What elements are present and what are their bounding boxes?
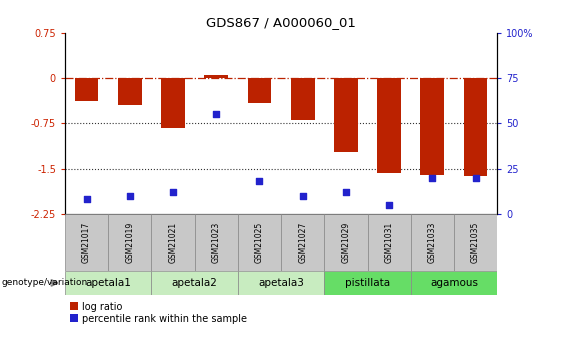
Point [298, 193, 307, 199]
Bar [238, 271, 324, 295]
Text: apetala3: apetala3 [258, 278, 304, 288]
Point [212, 111, 221, 117]
Bar [108, 214, 151, 271]
Bar [118, 78, 142, 105]
Point [428, 175, 437, 180]
Text: genotype/variation: genotype/variation [1, 278, 88, 287]
Point [471, 175, 480, 180]
Text: GSM21023: GSM21023 [212, 222, 221, 263]
Bar [65, 271, 151, 295]
Text: pistillata: pistillata [345, 278, 390, 288]
Bar [281, 214, 324, 271]
Bar [324, 271, 411, 295]
Text: GSM21017: GSM21017 [82, 222, 91, 263]
Bar [454, 214, 497, 271]
Bar [151, 214, 194, 271]
Text: GSM21025: GSM21025 [255, 222, 264, 263]
Bar [161, 78, 185, 128]
Point [385, 202, 394, 208]
Bar [420, 78, 444, 175]
Bar [464, 78, 488, 176]
Point [255, 179, 264, 184]
Title: GDS867 / A000060_01: GDS867 / A000060_01 [206, 16, 356, 29]
Bar [367, 214, 411, 271]
Bar [247, 78, 271, 104]
Text: GSM21027: GSM21027 [298, 222, 307, 263]
Text: GSM21019: GSM21019 [125, 222, 134, 263]
Legend: log ratio, percentile rank within the sample: log ratio, percentile rank within the sa… [70, 302, 246, 324]
Text: GSM21031: GSM21031 [385, 222, 394, 263]
Bar [151, 271, 238, 295]
Bar [324, 214, 368, 271]
Bar [334, 78, 358, 152]
Text: apetala2: apetala2 [172, 278, 218, 288]
Text: GSM21035: GSM21035 [471, 222, 480, 263]
Text: GSM21033: GSM21033 [428, 222, 437, 263]
Text: GSM21021: GSM21021 [168, 222, 177, 263]
Bar [377, 78, 401, 174]
Text: apetala1: apetala1 [85, 278, 131, 288]
Bar [75, 78, 98, 101]
Point [82, 197, 91, 202]
Bar [238, 214, 281, 271]
Bar [291, 78, 315, 120]
Text: agamous: agamous [430, 278, 478, 288]
Bar [411, 271, 497, 295]
Bar [411, 214, 454, 271]
Bar [205, 75, 228, 78]
Point [125, 193, 134, 199]
Bar [65, 214, 108, 271]
Text: GSM21029: GSM21029 [341, 222, 350, 263]
Bar [194, 214, 238, 271]
Point [168, 189, 177, 195]
Point [341, 189, 350, 195]
